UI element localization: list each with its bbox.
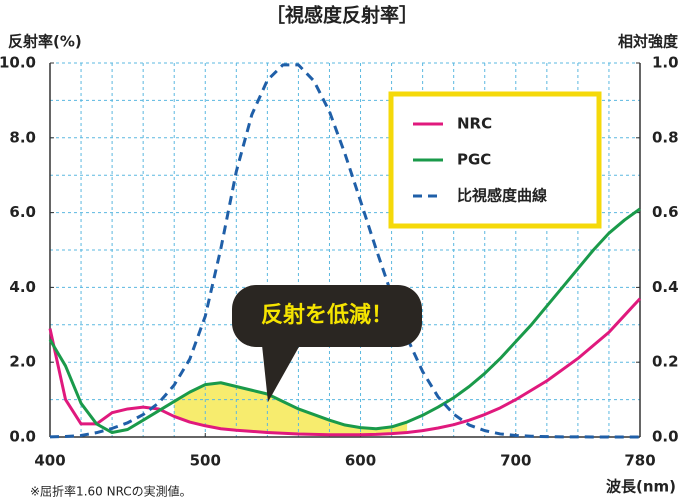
legend-label: PGC xyxy=(457,151,491,169)
y2-tick-label: 1.0 xyxy=(652,54,679,72)
y2-tick-label: 0.8 xyxy=(652,128,679,146)
x-tick-label: 400 xyxy=(34,452,65,470)
x-axis-label: 波長(nm) xyxy=(606,478,676,496)
y-tick-label: 10.0 xyxy=(0,54,36,72)
callout-text: 反射を低減！ xyxy=(261,302,393,328)
callout-tail xyxy=(262,345,300,402)
callout-box xyxy=(232,285,422,347)
y2-axis-label: 相対強度 xyxy=(618,33,679,51)
legend-label: 比視感度曲線 xyxy=(457,187,547,205)
y-axis-label: 反射率(%) xyxy=(8,33,82,51)
series-line xyxy=(48,207,641,435)
footnote: ※屈折率1.60 NRCの実測値。 xyxy=(30,484,192,499)
x-tick-label: 500 xyxy=(190,452,221,470)
y-tick-label: 8.0 xyxy=(9,128,36,146)
series-line xyxy=(49,63,641,439)
chart-title: ［視感度反射率］ xyxy=(266,4,418,27)
series-line xyxy=(48,297,642,437)
legend-label: NRC xyxy=(457,115,492,133)
y-tick-label: 0.0 xyxy=(9,428,36,446)
y-tick-label: 6.0 xyxy=(9,203,36,221)
x-tick-label: 700 xyxy=(500,452,531,470)
callout: 反射を低減！ xyxy=(232,285,422,402)
highlight-area xyxy=(174,382,408,435)
x-tick-label: 600 xyxy=(345,452,376,470)
x-tick-label: 780 xyxy=(624,452,655,470)
y2-tick-label: 0.2 xyxy=(652,353,679,371)
y-tick-label: 4.0 xyxy=(9,278,36,296)
y2-tick-label: 0.6 xyxy=(652,203,679,221)
y2-tick-label: 0.0 xyxy=(652,428,679,446)
legend: NRC PGC 比視感度曲線 xyxy=(388,91,602,229)
y-tick-label: 2.0 xyxy=(9,353,36,371)
y2-tick-label: 0.4 xyxy=(652,278,679,296)
